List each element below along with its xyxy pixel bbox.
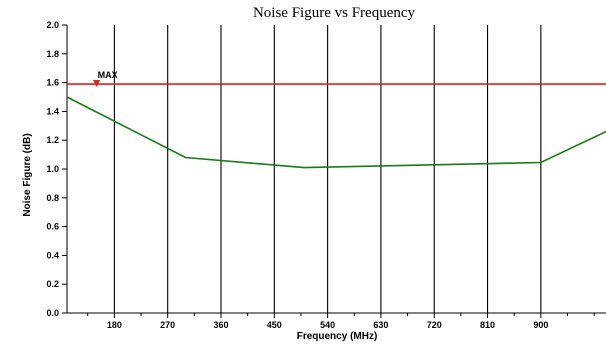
x-tick-label: 720 [427,320,442,330]
y-tick-label: 0.4 [46,250,59,260]
noise-figure-series-line [66,96,606,169]
x-tick-label: 810 [480,320,495,330]
reference-layer: MAX [67,70,606,88]
ticks-layer: 0.0 0.2 0.4 0.6 0.8 1.0 1.2 1.4 1.6 1.8 2.0 180 270 3… [46,20,595,330]
y-tick-label: 1.2 [46,135,59,145]
y-tick-label: 1.4 [46,106,59,116]
y-tick-label: 0.0 [46,308,59,318]
y-tick-label: 1.6 [46,78,59,88]
max-marker [93,80,101,88]
x-tick-label: 900 [533,320,548,330]
y-tick-label: 1.8 [46,49,59,59]
x-tick-label: 450 [267,320,282,330]
series-layer [66,96,606,169]
x-tick-label: 540 [320,320,335,330]
y-tick-label: 2.0 [46,20,59,30]
y-tick-label: 1.0 [46,164,59,174]
y-tick-label: 0.8 [46,193,59,203]
y-tick-label: 0.2 [46,279,59,289]
x-tick-label: 630 [373,320,388,330]
x-tick-label: 180 [107,320,122,330]
x-axis-label: Frequency (MHz) [297,331,378,342]
grid-layer [113,25,542,313]
y-axis-label: Noise Figure (dB) [22,133,33,216]
chart-title: Noise Figure vs Frequency [253,5,416,21]
x-tick-label: 360 [213,320,228,330]
x-tick-label: 270 [160,320,175,330]
y-tick-label: 0.6 [46,222,59,232]
max-label: MAX [98,70,118,80]
